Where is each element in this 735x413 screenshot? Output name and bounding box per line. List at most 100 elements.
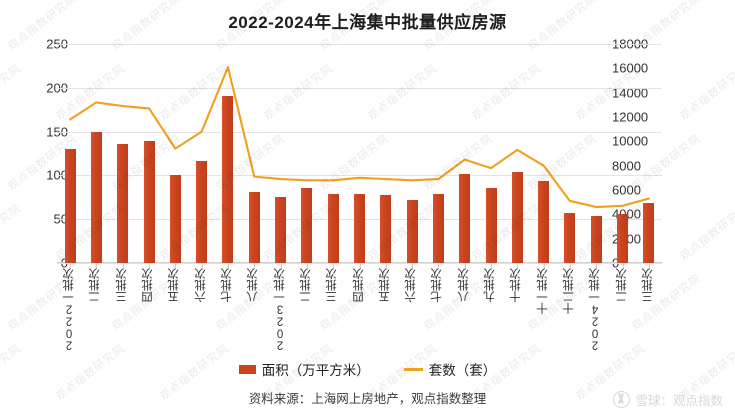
y-tick-right: 12000 (612, 109, 649, 125)
chart-title: 2022-2024年上海集中批量供应房源 (228, 13, 507, 32)
x-tickmark (96, 263, 98, 268)
legend-bar-swatch-icon (238, 364, 256, 374)
watermark-text: 观点指数研究院 (0, 201, 24, 264)
x-axis-label: 八批次 (457, 268, 470, 303)
bar (169, 175, 181, 263)
x-tickmark (648, 263, 650, 268)
x-axis-label: 三批次 (641, 268, 654, 303)
source-note: 资料来源：上海网上房地产，观点指数整理 (248, 392, 487, 406)
line-path (69, 66, 650, 209)
y-tick-right: 16000 (612, 60, 649, 76)
bar (511, 171, 523, 263)
bar (354, 193, 365, 263)
x-axis-label: 二批次 (299, 268, 312, 303)
bar (64, 149, 76, 263)
legend-line-swatch-icon (403, 367, 423, 371)
x-tickmark (201, 263, 203, 268)
y-tick-right: 14000 (612, 85, 649, 101)
x-axis-label: 五批次 (378, 268, 391, 303)
x-tickmark (306, 263, 308, 268)
x-tickmark (385, 263, 387, 268)
x-tickmark (543, 263, 545, 268)
bar-series (57, 44, 662, 263)
x-axis-label: 2024一批次 (589, 268, 602, 351)
bar (432, 193, 444, 263)
x-tickmark (280, 263, 282, 268)
x-tickmark (254, 263, 256, 268)
chart-legend: 面积（万平方米） 套数（套） (0, 358, 735, 380)
bar (222, 95, 234, 263)
y-tick-right: 10000 (612, 133, 649, 149)
x-tickmarks (57, 263, 662, 268)
x-axis-label: 四批次 (352, 268, 365, 303)
y-tick-right: 6000 (612, 182, 641, 198)
gridline (57, 175, 662, 177)
line-series (69, 66, 650, 209)
xueqiu-logo-icon (613, 391, 631, 408)
bar (117, 143, 129, 263)
y-tick-right: 8000 (612, 158, 641, 174)
x-tickmark (596, 263, 598, 268)
x-axis-labels: 2022一批次 二批次 三批次 四批次 五批次 六批次 七批次 八批次 2023一批次 二批次 三批… (57, 268, 662, 354)
x-axis-label: 十一批次 (536, 268, 549, 314)
legend-item-area[interactable]: 面积（万平方米） (238, 359, 370, 379)
bar (301, 187, 313, 263)
watermark-text: 观点指数研究院 (677, 61, 735, 124)
bar (327, 193, 339, 263)
x-tickmark (569, 263, 571, 268)
x-axis-label: 2023一批次 (273, 268, 286, 351)
watermark-text: 观点指数研究院 (0, 61, 24, 124)
x-axis-label: 十批次 (510, 268, 523, 303)
bar (538, 180, 550, 263)
x-axis-label: 七批次 (431, 268, 444, 303)
x-axis-label: 六批次 (194, 268, 207, 303)
plot-area (57, 44, 662, 268)
x-tickmark (359, 263, 361, 268)
bar (143, 141, 155, 263)
x-axis-label: 七批次 (220, 268, 233, 303)
bar (485, 187, 497, 263)
attribution: 雪球：观点指数 (613, 390, 723, 409)
x-tickmark (333, 263, 335, 268)
x-tickmark (227, 263, 229, 268)
bar (406, 199, 418, 263)
x-axis-label: 三批次 (326, 268, 339, 303)
x-axis-label: 三批次 (115, 268, 128, 303)
watermark-text: 观点指数研究院 (677, 201, 735, 264)
legend-item-units[interactable]: 套数（套） (403, 359, 497, 379)
x-tickmark (491, 263, 493, 268)
x-axis-label: 二批次 (615, 268, 628, 303)
x-tickmark (438, 263, 440, 268)
x-axis-label: 九批次 (484, 268, 497, 303)
x-tickmark (622, 263, 624, 268)
gridline (57, 131, 662, 133)
x-tickmark (412, 263, 414, 268)
x-axis-label: 四批次 (142, 268, 155, 303)
x-tickmark (517, 263, 519, 268)
bar (380, 194, 392, 263)
x-tickmark (122, 263, 124, 268)
bar (564, 213, 576, 263)
bar (617, 213, 629, 263)
bar (590, 215, 602, 263)
gridline (57, 87, 662, 89)
bar (248, 192, 260, 263)
x-axis-label: 六批次 (405, 268, 418, 303)
bar (90, 132, 102, 263)
bar (196, 160, 208, 263)
bar (459, 173, 471, 263)
x-axis-label: 八批次 (247, 268, 260, 303)
bar (275, 197, 287, 263)
x-axis-label: 十二批次 (562, 268, 575, 314)
x-axis-label: 五批次 (168, 268, 181, 303)
x-tickmark (464, 263, 466, 268)
x-axis-label: 2022一批次 (63, 268, 76, 351)
legend-label-units: 套数（套） (428, 363, 497, 378)
attribution-label: 雪球：观点指数 (635, 394, 723, 408)
x-axis-label: 二批次 (89, 268, 102, 303)
bar (643, 202, 655, 263)
legend-label-area: 面积（万平方米） (261, 363, 370, 378)
gridline (57, 44, 662, 45)
x-tickmark (149, 263, 151, 268)
